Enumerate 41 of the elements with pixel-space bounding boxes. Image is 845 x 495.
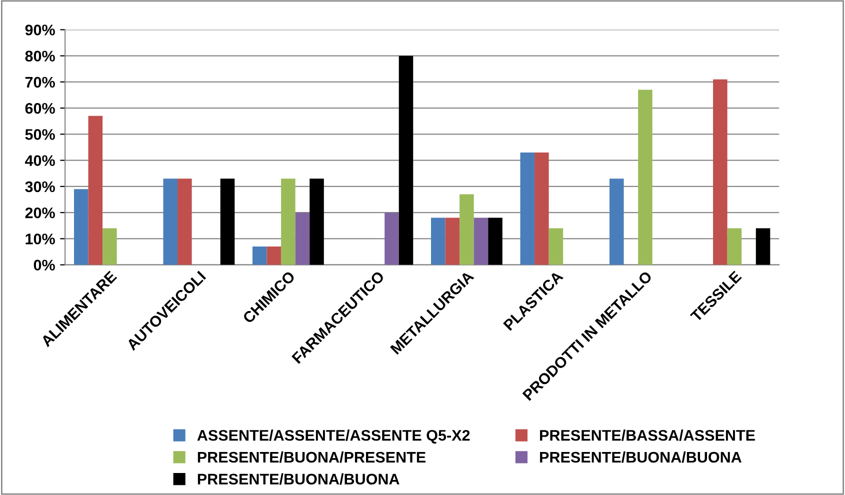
- bar: [488, 218, 502, 265]
- y-tick-label: 20%: [25, 207, 55, 218]
- bar: [534, 152, 549, 265]
- legend-label: PRESENTE/BUONA/BUONA: [540, 451, 742, 463]
- bar: [460, 194, 474, 265]
- bar: [474, 218, 488, 265]
- y-tick-label: 0%: [34, 260, 55, 271]
- bar: [756, 228, 770, 265]
- y-tick-label: 60%: [25, 102, 55, 114]
- y-tick-label: 90%: [25, 24, 55, 36]
- bar: [520, 152, 535, 265]
- bar: [727, 228, 742, 265]
- bar: [163, 178, 178, 265]
- legend-label: PRESENTE/BUONA/BUONA: [198, 473, 400, 485]
- bar: [548, 228, 564, 265]
- legend-label: ASSENTE/ASSENTE/ASSENTE Q5-X2: [197, 430, 470, 444]
- y-tick-label: 80%: [25, 50, 55, 62]
- bar: [638, 90, 652, 265]
- legend-label: PRESENTE/BUONA/PRESENTE: [198, 451, 426, 463]
- bar: [281, 178, 296, 265]
- bar: [88, 116, 103, 265]
- bar: [295, 212, 310, 265]
- bar: [431, 218, 446, 265]
- bar: [384, 212, 399, 265]
- bar: [610, 178, 624, 265]
- bar: [220, 178, 235, 265]
- bar: [252, 246, 267, 265]
- bar: [310, 178, 324, 265]
- bar: [398, 56, 414, 265]
- bar: [178, 178, 192, 265]
- y-tick-label: 40%: [24, 155, 55, 166]
- bar: [74, 189, 88, 265]
- y-tick-label: 70%: [25, 76, 55, 88]
- bar: [266, 246, 282, 265]
- legend-label: PRESENTE/BASSA/ASSENTE: [540, 430, 755, 441]
- bar: [713, 79, 728, 265]
- bar: [102, 228, 117, 265]
- bar: [445, 218, 460, 265]
- y-tick-label: 30%: [25, 181, 55, 192]
- y-tick-label: 10%: [26, 234, 55, 244]
- y-tick-label: 50%: [25, 129, 55, 140]
